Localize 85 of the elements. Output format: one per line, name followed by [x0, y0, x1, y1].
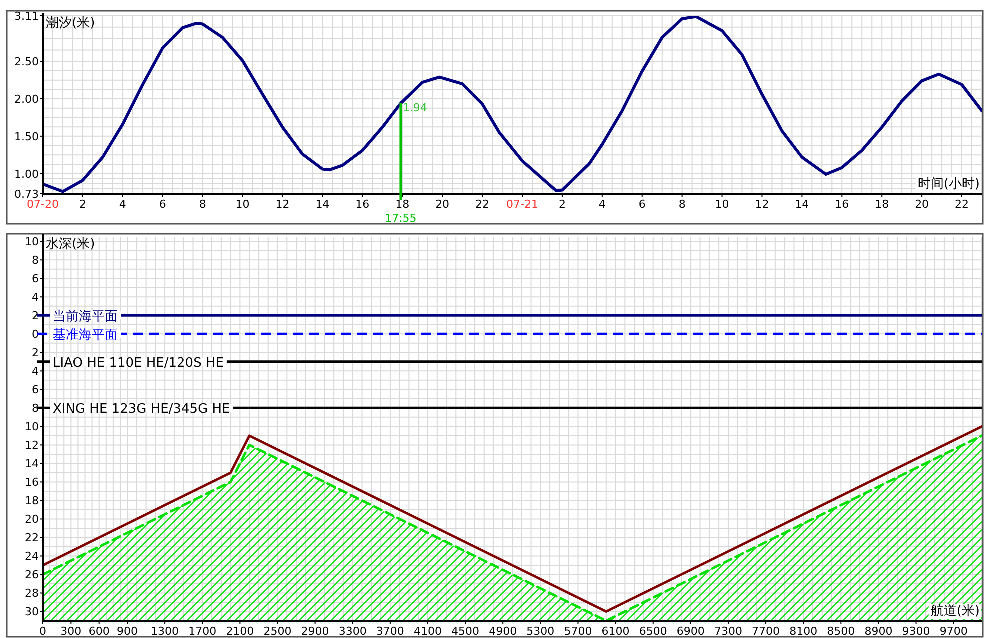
- y-tick-label: 1.50: [14, 130, 39, 144]
- x-tick-label: 8100: [790, 625, 818, 638]
- x-tick-label: 2: [79, 198, 86, 211]
- y-tick-label: 12: [25, 439, 39, 452]
- x-tick-label: 3700: [376, 625, 404, 638]
- x-tick-label: 9300: [902, 625, 930, 638]
- x-tick-label: 12: [755, 198, 770, 211]
- y-tick-label: 18: [25, 494, 39, 508]
- y-tick-label: 26: [25, 568, 39, 582]
- x-tick-label: 4900: [489, 625, 518, 638]
- ref-line-label: 17:55: [385, 212, 417, 225]
- x-tick-label: 18: [396, 198, 410, 211]
- x-tick-label: 7300: [714, 625, 742, 638]
- y-tick-label: 14: [25, 458, 39, 471]
- y-tick-label: 2.00: [14, 93, 39, 106]
- x-tick-label: 14: [316, 198, 330, 211]
- y-axis-title: 水深(米): [46, 237, 96, 252]
- x-tick-label: 6900: [676, 625, 705, 638]
- x-tick-label: 8500: [827, 625, 856, 638]
- y-tick-label: 2.50: [14, 56, 39, 69]
- y-tick-label: 22: [25, 532, 39, 545]
- x-tick-label: 4100: [414, 625, 442, 638]
- y-tick-label: 16: [25, 476, 39, 490]
- x-tick-label: 8: [678, 198, 686, 211]
- x-tick-label: 6: [638, 198, 646, 211]
- y-axis-title: 潮汐(米): [46, 16, 96, 31]
- x-tick-label: 900: [117, 625, 138, 638]
- x-tick-label: 1700: [188, 625, 217, 638]
- x-axis-title: 航道(米): [930, 604, 980, 619]
- x-tick-label: 18: [875, 198, 890, 211]
- y-tick-label: 4: [32, 291, 39, 304]
- x-tick-label: 600: [88, 625, 110, 638]
- y-tick-label: 6: [32, 384, 39, 397]
- x-tick-label: 8: [199, 198, 206, 211]
- x-tick-label: 5300: [526, 625, 555, 638]
- ref-line-label: XING HE 123G HE/345G HE: [53, 402, 230, 418]
- annotation: 1.94: [402, 102, 428, 115]
- x-tick-label: 20: [915, 198, 930, 211]
- x-axis-title: 时间(小时): [918, 177, 980, 192]
- x-tick-label: 07-20: [27, 198, 59, 211]
- x-tick-label: 5700: [564, 625, 592, 638]
- x-tick-label: 16: [835, 198, 850, 211]
- x-tick-label: 22: [476, 198, 490, 211]
- y-tick-label: 6: [32, 272, 39, 286]
- y-tick-label: 8: [32, 402, 39, 416]
- x-tick-label: 4: [598, 198, 606, 211]
- y-tick-label: 0.73: [14, 188, 39, 201]
- x-tick-label: 6: [159, 198, 166, 211]
- x-tick-label: 20: [436, 198, 450, 211]
- x-tick-label: 10: [715, 198, 730, 211]
- y-tick-label: 24: [25, 550, 39, 564]
- y-tick-label: 2: [32, 310, 39, 323]
- x-tick-label: 6100: [602, 625, 630, 638]
- y-tick-label: 30: [25, 606, 39, 619]
- ref-line-label: LIAO HE 110E HE/120S HE: [53, 356, 224, 371]
- y-tick-label: 2: [32, 346, 39, 360]
- y-tick-label: 20: [25, 513, 39, 526]
- y-tick-label: 10: [25, 236, 39, 249]
- x-tick-label: 2500: [264, 625, 292, 638]
- x-tick-label: 14: [795, 198, 810, 211]
- y-tick-label: 1.00: [14, 168, 39, 181]
- x-tick-label: 22: [955, 198, 970, 211]
- x-tick-label: 16: [356, 198, 370, 211]
- x-tick-label: 3300: [338, 625, 367, 638]
- x-tick-label: 7700: [752, 625, 780, 638]
- x-tick-label: 4: [119, 198, 126, 211]
- x-tick-label: 300: [60, 625, 82, 638]
- y-tick-label: 28: [25, 587, 39, 600]
- y-tick-label: 3.11: [14, 10, 39, 23]
- x-tick-label: 12: [276, 198, 290, 211]
- x-tick-label: 1300: [151, 625, 180, 638]
- y-tick-label: 10: [25, 420, 39, 434]
- x-tick-label: 2100: [226, 625, 254, 638]
- x-tick-label: 4500: [452, 625, 480, 638]
- x-tick-label: 2900: [301, 625, 330, 638]
- x-tick-label: 8900: [864, 625, 893, 638]
- y-tick-label: 8: [32, 254, 39, 268]
- x-tick-label: 07-21: [506, 198, 538, 211]
- x-tick-label: 10: [236, 198, 250, 211]
- x-tick-label: 9700: [940, 625, 968, 638]
- ref-line-label: 当前海平面: [53, 310, 118, 325]
- y-tick-label: 4: [32, 365, 39, 378]
- ref-line-label: 基准海平面: [53, 328, 118, 344]
- x-tick-label: 6500: [639, 625, 668, 638]
- x-tick-label: 2: [558, 198, 566, 211]
